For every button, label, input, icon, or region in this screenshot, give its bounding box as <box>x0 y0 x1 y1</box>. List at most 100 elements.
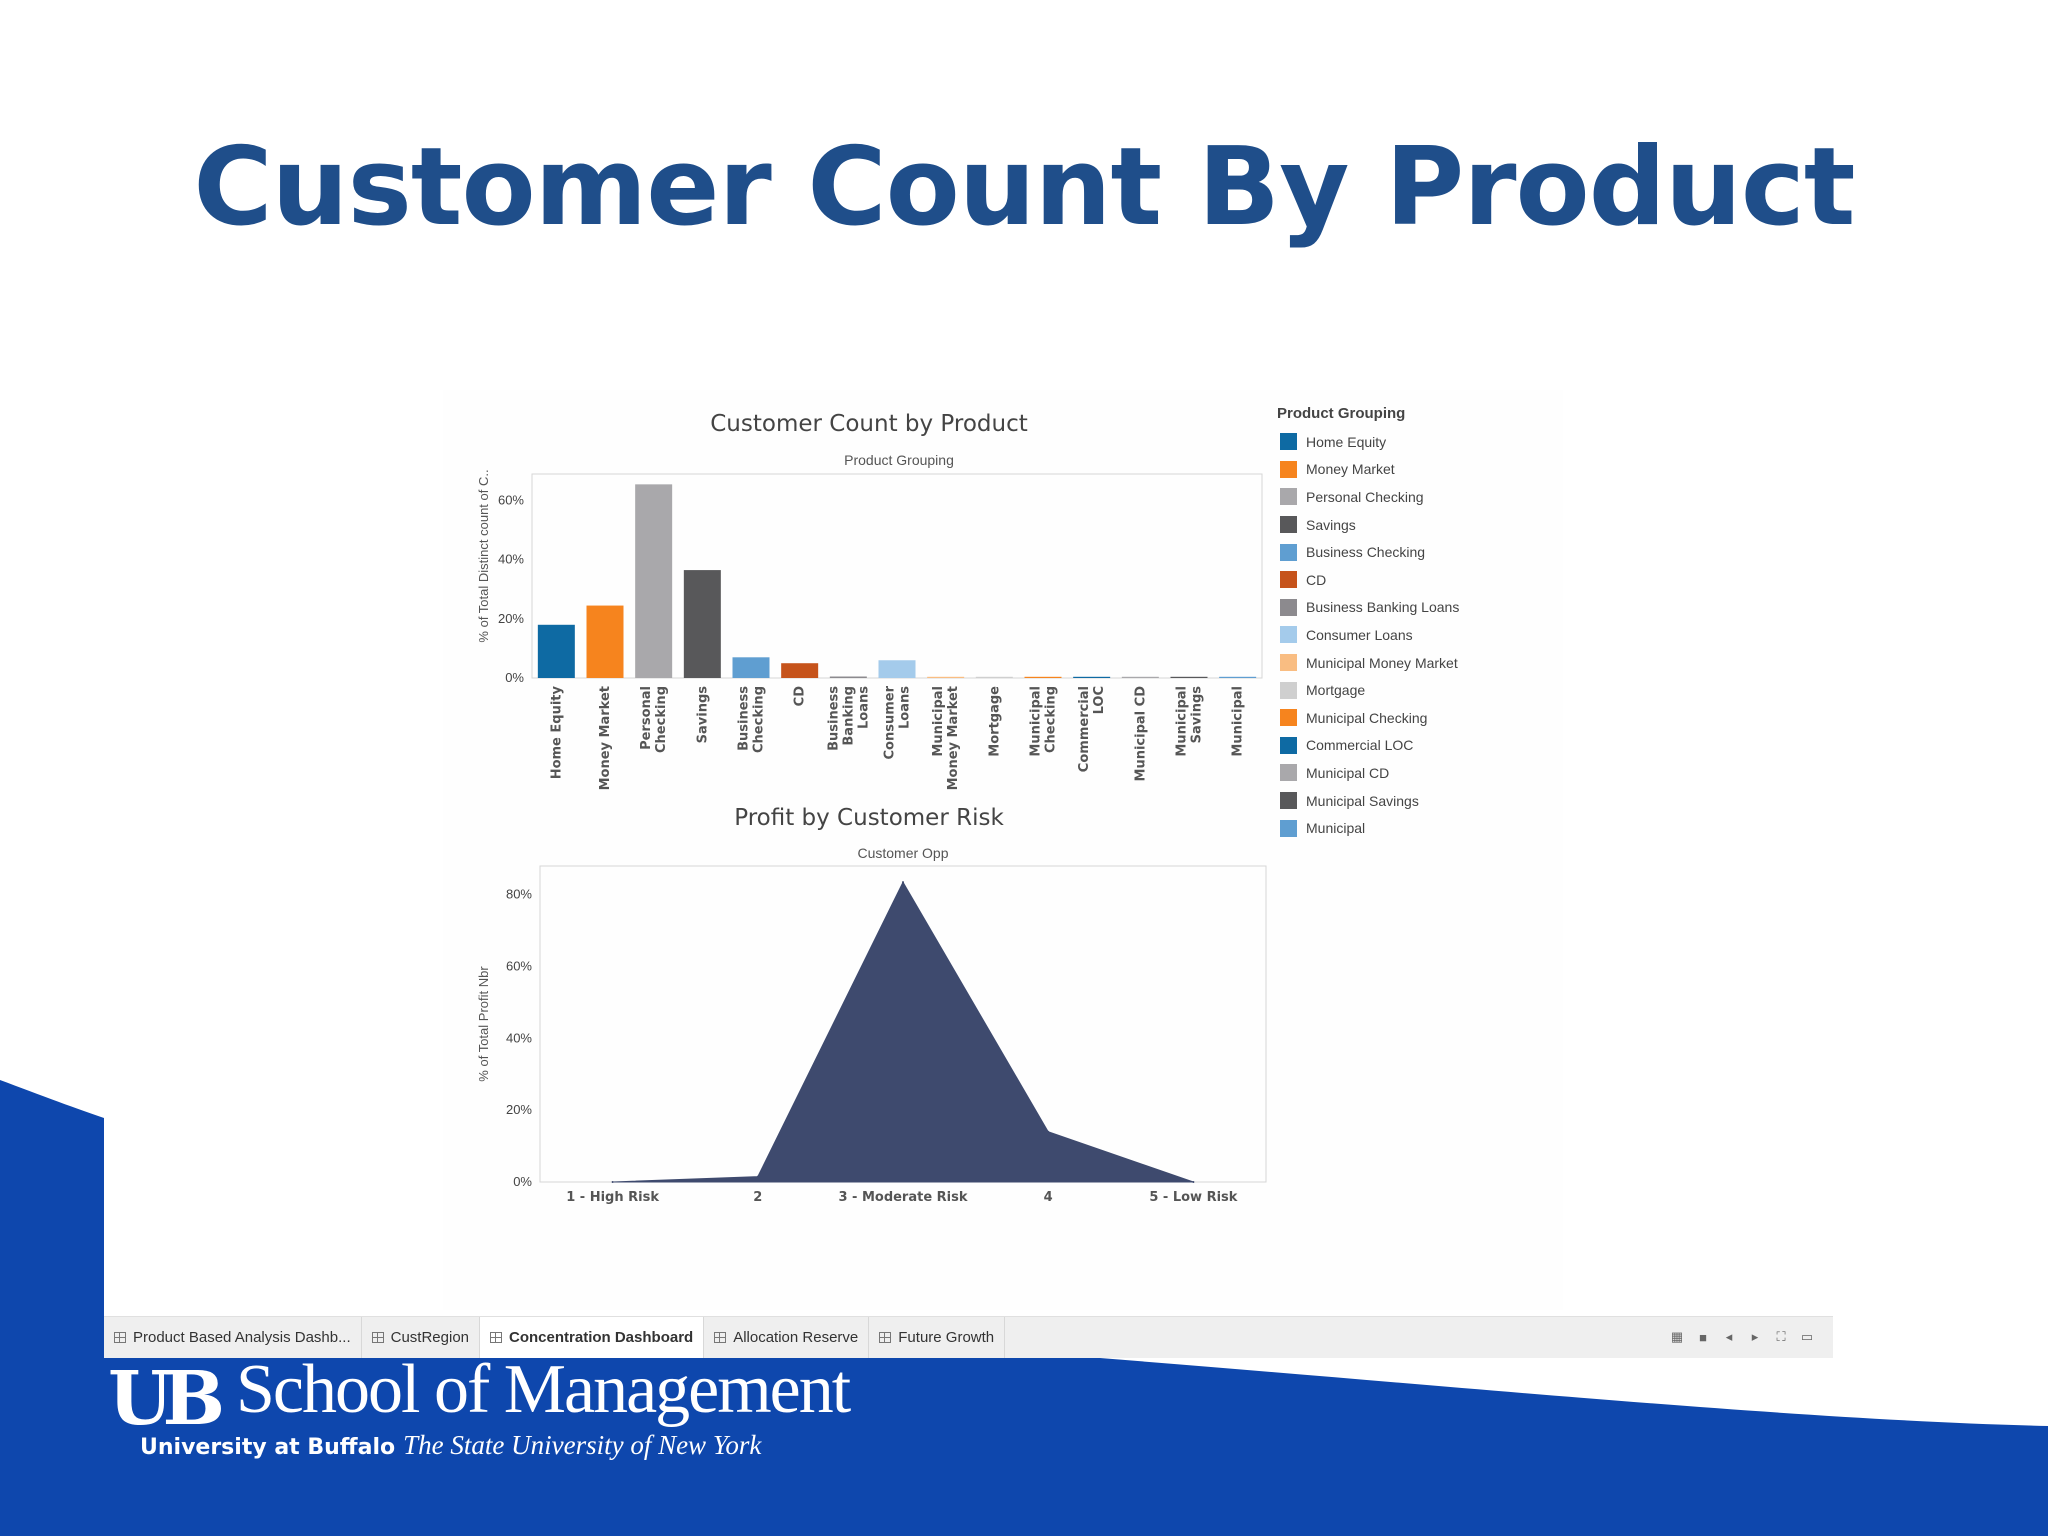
legend-swatch <box>1280 460 1297 478</box>
legend-item[interactable]: Municipal Checking <box>1277 704 1517 732</box>
chart1-ytick-label: 20% <box>498 611 524 626</box>
legend-item[interactable]: Municipal Savings <box>1277 787 1517 815</box>
chart1-category-label: Personal Checking <box>639 686 669 753</box>
legend-swatch <box>1280 681 1297 699</box>
sheet-tab[interactable]: Concentration Dashboard <box>480 1317 705 1358</box>
legend-swatch <box>1280 654 1297 672</box>
legend-item[interactable]: Money Market <box>1277 456 1517 484</box>
legend-item[interactable]: Home Equity <box>1277 428 1517 456</box>
chart1-category-label: CD <box>793 686 808 707</box>
next-icon[interactable]: ▸ <box>1751 1329 1759 1344</box>
chart1-category-label: Business Banking Loans <box>826 686 871 751</box>
bar-commercial-loc <box>1073 676 1111 678</box>
sheet-grid-icon <box>490 1332 503 1343</box>
legend-label: Personal Checking <box>1306 488 1424 505</box>
school-name: School of Management <box>236 1351 851 1428</box>
university-line: University at Buffalo The State Universit… <box>140 1430 761 1461</box>
tab-list: Product Based Analysis Dashb... CustRegio… <box>104 1317 1006 1358</box>
bar-home-equity <box>537 624 575 678</box>
sheet-grid-icon <box>879 1332 892 1343</box>
chart1-category-label-line: Home Equity <box>549 685 564 779</box>
chart1-category-label-line: Savings <box>695 686 710 744</box>
bar-cd <box>781 663 819 678</box>
chart1-category-label-line: Money Market <box>946 686 961 790</box>
legend-label: Home Equity <box>1306 433 1387 450</box>
chart2-ytick-label: 20% <box>506 1102 532 1117</box>
chart2-point <box>611 1181 614 1183</box>
chart2-y-axis-title: % of Total Profit Nbr <box>476 966 491 1082</box>
legend-swatch <box>1280 516 1297 534</box>
legend-label: Municipal CD <box>1306 764 1390 781</box>
legend-item[interactable]: Business Checking <box>1277 538 1517 566</box>
bar-savings <box>683 570 721 678</box>
chart1-ytick-label: 60% <box>498 493 524 508</box>
sheet-tab[interactable]: Product Based Analysis Dashb... <box>104 1317 362 1358</box>
legend-item[interactable]: Municipal Money Market <box>1277 649 1517 677</box>
chart1-category-label: Consumer Loans <box>883 685 913 759</box>
legend-label: Savings <box>1306 516 1356 533</box>
chart1-category-label: Commercial LOC <box>1077 686 1107 772</box>
chart2-category-label: 3 - Moderate Risk <box>838 1190 967 1205</box>
chart1-category-label-line: Municipal <box>931 686 946 757</box>
legend-swatch <box>1280 571 1297 589</box>
legend-item[interactable]: Mortgage <box>1277 676 1517 704</box>
chart1-category-label-line: Money Market <box>598 686 613 790</box>
legend-item[interactable]: Savings <box>1277 511 1517 539</box>
filmstrip-icon[interactable]: ■ <box>1699 1329 1707 1345</box>
chart1-ytick-label: 0% <box>505 670 524 685</box>
legend-label: Municipal Savings <box>1306 792 1419 809</box>
bar-municipal-checking <box>1024 676 1062 678</box>
legend-swatch <box>1280 736 1297 754</box>
chart2-point <box>902 881 904 884</box>
legend-swatch <box>1280 598 1297 616</box>
legend-item[interactable]: Business Banking Loans <box>1277 594 1517 622</box>
chart1-category-label-line: Business <box>826 686 841 751</box>
chart2-category-label: 4 <box>1044 1190 1053 1205</box>
bar-mortgage <box>975 676 1013 678</box>
legend-item[interactable]: Municipal CD <box>1277 759 1517 787</box>
chart2-category-label: 2 <box>753 1190 762 1205</box>
chart1-category-label-line: Municipal <box>1175 686 1190 757</box>
legend-item[interactable]: CD <box>1277 566 1517 594</box>
chart1-category-label: Savings <box>695 686 710 744</box>
sheet-tab[interactable]: Allocation Reserve <box>704 1317 870 1358</box>
legend-swatch <box>1280 626 1297 644</box>
legend-item[interactable]: Commercial LOC <box>1277 732 1517 760</box>
bar-municipal <box>1219 676 1257 678</box>
chart1-category-label-line: Checking <box>752 686 767 753</box>
legend-item[interactable]: Personal Checking <box>1277 483 1517 511</box>
presentation-icon[interactable]: ▭ <box>1800 1329 1814 1344</box>
sheet-grid-icon <box>714 1332 727 1343</box>
legend-label: CD <box>1306 571 1327 588</box>
previous-icon[interactable]: ◂ <box>1725 1329 1733 1344</box>
chart2-area <box>612 881 1194 1183</box>
bar-municipal-money-market <box>927 676 965 678</box>
chart1-category-label: Municipal Savings <box>1175 686 1205 757</box>
tab-controls: ▦ ■ ◂ ▸ ⛶ ▭ <box>1669 1329 1815 1345</box>
sheet-tab[interactable]: CustRegion <box>362 1317 481 1358</box>
sheet-tab-label: Product Based Analysis Dashb... <box>133 1329 351 1346</box>
legend-item[interactable]: Municipal <box>1277 814 1517 842</box>
fullscreen-icon[interactable]: ⛶ <box>1776 1329 1786 1344</box>
legend-label: Business Checking <box>1306 544 1426 561</box>
legend-swatch <box>1280 792 1297 810</box>
legend-label: Municipal Money Market <box>1306 654 1458 671</box>
legend-item[interactable]: Consumer Loans <box>1277 621 1517 649</box>
chart2-ytick-label: 40% <box>506 1030 532 1045</box>
chart1-category-label-line: Loans <box>856 686 871 729</box>
chart1-category-label: Municipal Checking <box>1029 686 1059 757</box>
chart1-category-label: Municipal CD <box>1133 686 1148 782</box>
chart1-category-label-line: LOC <box>1092 686 1107 714</box>
chart2-point <box>1047 1130 1050 1133</box>
product-grouping-legend: Product Grouping Home Equity Money Market… <box>1277 405 1517 842</box>
sheet-tab[interactable]: Future Growth <box>869 1317 1006 1358</box>
legend-label: Mortgage <box>1306 682 1366 699</box>
chart1-category-label-line: Consumer <box>883 685 898 759</box>
chart1-category-label-line: Municipal <box>1231 686 1246 757</box>
sheet-tab-label: Future Growth <box>898 1329 995 1346</box>
slide-title: Customer Count By Product <box>193 125 1855 250</box>
grid-view-icon[interactable]: ▦ <box>1670 1329 1684 1344</box>
chart1-category-label-line: Municipal CD <box>1133 686 1148 782</box>
legend-label: Business Banking Loans <box>1306 599 1460 616</box>
